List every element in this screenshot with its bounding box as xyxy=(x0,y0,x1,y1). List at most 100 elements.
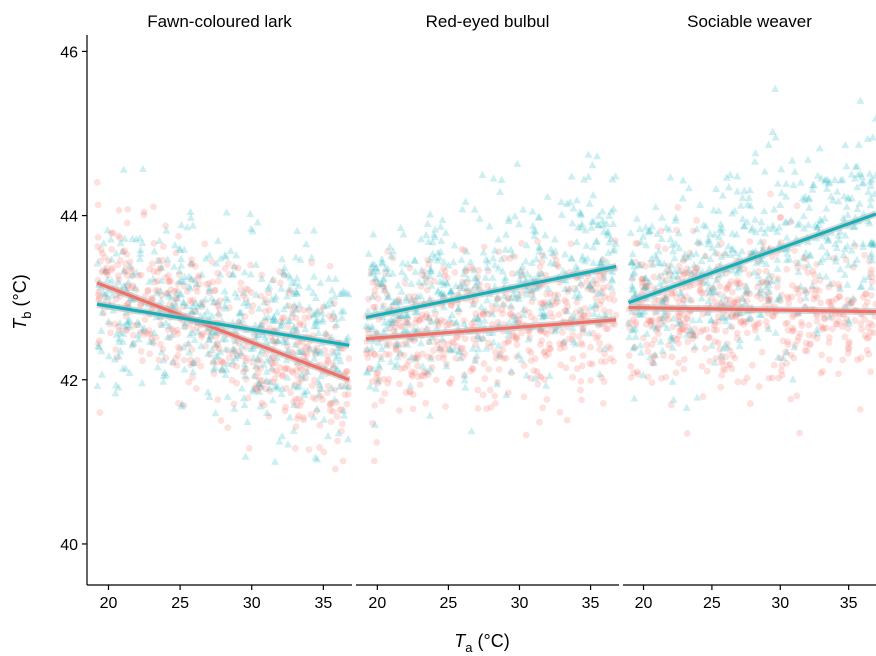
data-point xyxy=(416,291,425,300)
data-point xyxy=(372,263,381,272)
data-point xyxy=(270,354,278,362)
data-point xyxy=(734,277,741,284)
data-point xyxy=(580,312,588,320)
data-point xyxy=(368,322,377,330)
data-point xyxy=(696,200,705,209)
data-point xyxy=(813,260,821,268)
data-point xyxy=(578,252,587,260)
data-point xyxy=(668,377,677,385)
data-point xyxy=(426,266,435,274)
data-point xyxy=(848,298,856,306)
data-point xyxy=(249,302,257,309)
data-point xyxy=(548,327,555,335)
data-point xyxy=(765,279,773,286)
data-point xyxy=(676,317,683,325)
data-point xyxy=(229,261,238,270)
facet-1: Fawn-coloured lark xyxy=(93,12,353,473)
data-point xyxy=(578,325,587,333)
data-point xyxy=(644,373,652,381)
data-point xyxy=(763,224,772,232)
x-axis-title: Ta (°C) xyxy=(454,631,509,655)
data-point xyxy=(661,293,670,301)
data-point xyxy=(248,385,257,393)
data-point xyxy=(410,293,418,300)
data-point xyxy=(214,269,222,277)
data-point xyxy=(115,337,124,345)
data-point xyxy=(368,292,377,300)
data-point xyxy=(125,322,134,331)
data-point xyxy=(535,418,543,426)
data-point xyxy=(207,293,216,302)
data-point xyxy=(218,334,227,343)
data-point xyxy=(408,298,415,306)
data-point xyxy=(167,293,176,302)
data-point xyxy=(199,330,206,338)
data-point xyxy=(654,330,662,338)
data-point xyxy=(850,222,859,230)
data-point xyxy=(367,269,375,276)
data-point xyxy=(407,279,416,287)
data-point xyxy=(634,370,642,378)
data-point xyxy=(661,267,670,276)
data-point xyxy=(223,295,232,303)
data-point xyxy=(605,211,614,219)
data-point xyxy=(669,246,678,255)
data-point xyxy=(711,319,719,326)
data-point xyxy=(506,293,515,302)
data-point xyxy=(254,356,262,364)
data-point xyxy=(423,310,431,318)
data-point xyxy=(157,340,164,348)
data-point xyxy=(364,354,372,361)
data-point xyxy=(420,267,428,275)
data-point xyxy=(120,234,129,242)
data-point xyxy=(502,230,511,238)
data-point xyxy=(697,256,706,265)
data-point xyxy=(338,406,346,413)
data-point xyxy=(590,301,599,309)
data-point xyxy=(522,240,531,249)
data-point xyxy=(311,350,319,358)
data-point xyxy=(628,285,637,294)
data-point xyxy=(824,179,833,187)
data-point xyxy=(710,326,718,334)
data-point xyxy=(277,284,286,292)
data-point xyxy=(221,293,230,302)
data-point xyxy=(381,390,389,397)
data-point xyxy=(472,274,481,282)
data-point xyxy=(118,364,127,372)
data-point xyxy=(191,276,200,284)
data-point xyxy=(316,421,324,429)
data-point xyxy=(291,279,300,287)
data-point xyxy=(660,277,669,285)
data-point xyxy=(191,298,200,307)
data-point xyxy=(274,370,282,378)
data-point xyxy=(828,314,836,322)
data-point xyxy=(130,340,137,348)
trend-line-teal xyxy=(627,212,876,305)
data-point xyxy=(724,361,731,369)
data-point xyxy=(177,402,186,410)
data-point xyxy=(743,290,751,298)
data-point xyxy=(734,266,743,274)
data-point xyxy=(305,344,314,352)
data-point xyxy=(770,361,778,369)
data-point xyxy=(157,320,166,329)
data-point xyxy=(338,420,346,428)
data-point xyxy=(569,331,577,339)
data-point xyxy=(675,243,684,252)
data-point xyxy=(284,271,293,279)
data-point xyxy=(433,288,442,296)
data-point xyxy=(658,297,666,305)
data-point xyxy=(345,355,353,362)
data-point xyxy=(369,267,378,275)
data-point xyxy=(460,372,468,379)
data-point xyxy=(580,329,587,336)
data-point xyxy=(331,386,339,394)
data-point xyxy=(268,275,277,283)
data-point xyxy=(849,222,858,231)
data-point xyxy=(271,457,280,465)
data-point xyxy=(382,350,390,358)
data-point xyxy=(263,408,272,417)
data-point xyxy=(662,276,670,284)
data-point xyxy=(784,293,792,301)
